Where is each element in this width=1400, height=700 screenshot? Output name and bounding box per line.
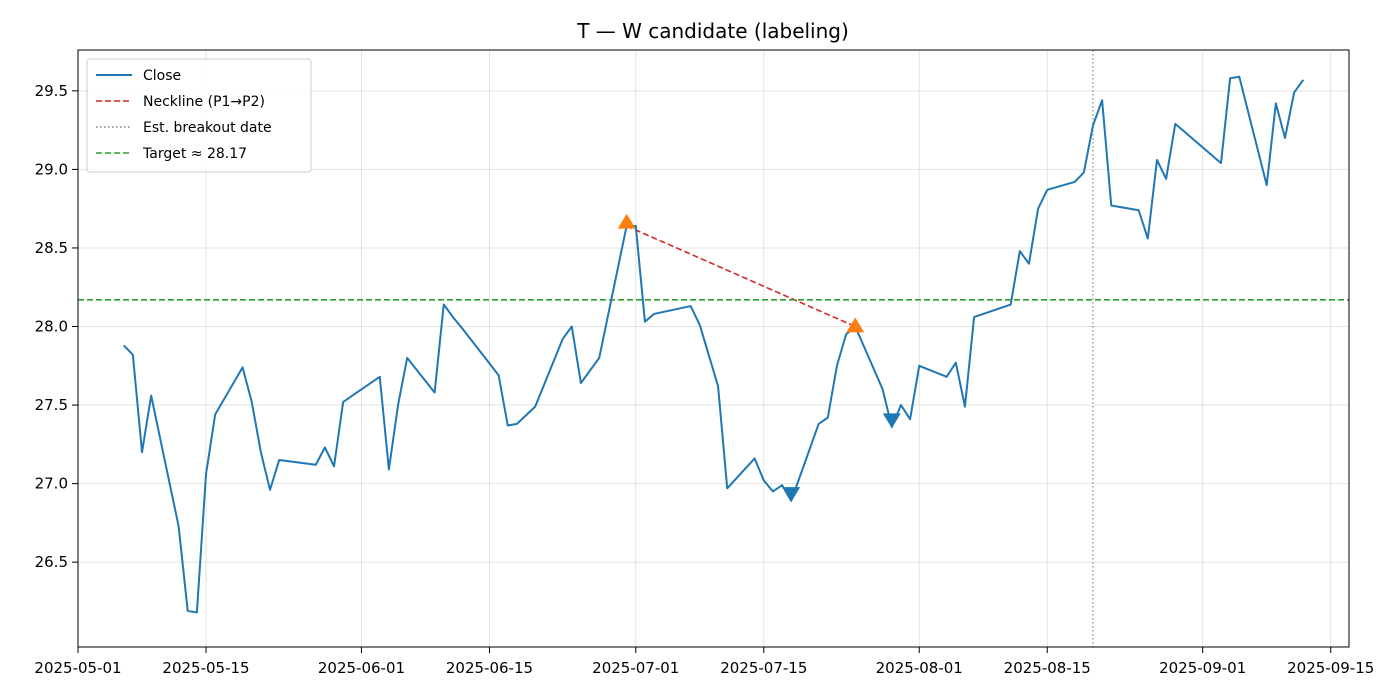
x-tick-label: 2025-09-01	[1159, 659, 1246, 677]
y-tick-label: 28.0	[35, 318, 68, 336]
reference-lines	[78, 50, 1349, 647]
grid	[77, 50, 1349, 647]
x-tick-label: 2025-07-15	[720, 659, 807, 677]
peak-marker	[617, 213, 636, 229]
y-tick-label: 29.5	[35, 82, 68, 100]
close-line	[123, 75, 1305, 614]
trough-marker	[782, 487, 801, 503]
y-axis: 26.5 27.0 27.5 28.0 28.5 29.0 29.5	[35, 82, 78, 571]
legend-entry: Est. breakout date	[143, 120, 272, 136]
x-tick-label: 2025-09-15	[1287, 659, 1374, 677]
neckline-line	[626, 225, 856, 328]
peak-marker	[846, 317, 865, 333]
y-tick-label: 27.0	[35, 475, 68, 493]
legend-entry: Close	[143, 68, 181, 84]
legend: Close Neckline (P1→P2) Est. breakout date T…	[86, 58, 312, 173]
y-tick-label: 27.5	[35, 396, 68, 414]
x-tick-label: 2025-08-01	[876, 659, 963, 677]
markers-layer	[617, 213, 901, 503]
x-tick-label: 2025-08-15	[1004, 659, 1091, 677]
x-tick-label: 2025-06-01	[318, 659, 405, 677]
x-axis: 2025-05-01 2025-05-15 2025-06-01 2025-06-15…	[34, 647, 1374, 677]
y-tick-label: 28.5	[35, 239, 68, 257]
x-tick-label: 2025-05-15	[162, 659, 249, 677]
x-tick-label: 2025-07-01	[592, 659, 679, 677]
y-tick-label: 29.0	[35, 160, 68, 178]
y-tick-label: 26.5	[35, 553, 68, 571]
series-layer	[123, 75, 1305, 614]
chart-title: T — W candidate (labeling)	[576, 19, 849, 43]
plot-frame	[77, 49, 1350, 648]
legend-entry: Neckline (P1→P2)	[143, 94, 265, 110]
x-tick-label: 2025-05-01	[34, 659, 121, 677]
legend-box	[86, 58, 312, 173]
x-tick-label: 2025-06-15	[446, 659, 533, 677]
trough-marker	[882, 413, 901, 429]
legend-entry: Target ≈ 28.17	[142, 146, 247, 162]
